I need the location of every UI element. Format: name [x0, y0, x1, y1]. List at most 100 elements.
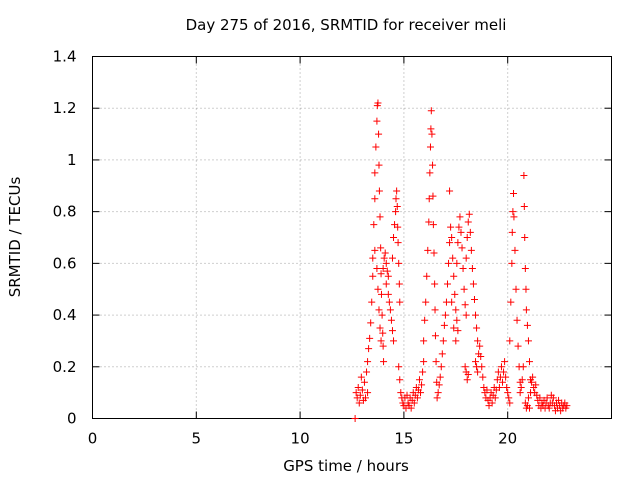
data-point: [460, 285, 468, 293]
data-point: [428, 130, 436, 138]
data-point: [364, 389, 372, 397]
data-point: [518, 376, 526, 384]
data-point: [393, 187, 401, 195]
data-point: [395, 363, 403, 371]
data-point: [449, 254, 457, 262]
data-point: [427, 125, 435, 133]
data-point: [386, 306, 394, 314]
data-point: [388, 327, 396, 335]
data-point: [427, 107, 435, 115]
data-point: [522, 306, 530, 314]
data-point: [512, 285, 520, 293]
data-point: [483, 386, 491, 394]
y-tick-label: 1.4: [53, 48, 77, 66]
data-point: [450, 324, 458, 332]
data-point: [379, 342, 387, 350]
data-point: [454, 239, 462, 247]
data-point: [431, 306, 439, 314]
data-point: [429, 161, 437, 169]
data-point: [448, 298, 456, 306]
data-point: [452, 306, 460, 314]
data-point: [477, 352, 485, 360]
y-tick-label: 0.6: [53, 254, 77, 272]
data-point: [421, 316, 429, 324]
data-point: [418, 381, 426, 389]
data-point: [462, 254, 470, 262]
data-point: [417, 389, 425, 397]
data-point: [448, 234, 456, 241]
x-tick-label: 20: [498, 430, 517, 448]
data-point: [371, 246, 379, 254]
data-point: [491, 394, 499, 402]
data-point: [528, 378, 536, 386]
data-point: [397, 389, 405, 397]
data-point: [382, 280, 390, 288]
data-point: [443, 280, 451, 288]
data-point: [472, 311, 480, 319]
data-point: [380, 254, 388, 262]
data-point: [381, 249, 389, 257]
data-point: [463, 234, 471, 241]
data-point: [371, 169, 379, 177]
data-point: [478, 363, 486, 371]
data-point: [446, 187, 454, 195]
data-point: [499, 378, 507, 386]
data-point: [509, 208, 517, 216]
data-point: [410, 399, 418, 407]
data-point: [373, 265, 381, 273]
data-point: [429, 192, 437, 200]
data-point: [376, 213, 384, 221]
data-point: [392, 208, 400, 216]
data-point: [395, 280, 403, 288]
data-point: [390, 234, 398, 241]
data-point: [519, 363, 527, 371]
data-point: [379, 329, 387, 337]
grid: [92, 56, 612, 419]
data-point: [458, 244, 466, 252]
data-point: [432, 358, 440, 366]
data-point: [524, 337, 532, 345]
y-tick-label: 0: [67, 410, 77, 428]
data-point: [377, 337, 385, 345]
data-point: [392, 195, 400, 203]
data-point: [364, 358, 372, 366]
data-point: [435, 381, 443, 389]
data-point: [388, 254, 396, 262]
data-point: [425, 195, 433, 203]
data-point: [415, 376, 423, 384]
data-point: [451, 290, 459, 298]
data-point: [354, 383, 362, 391]
data-point: [373, 117, 381, 125]
data-point: [420, 337, 428, 345]
data-point: [374, 99, 382, 107]
data-point: [452, 337, 460, 345]
data-point: [521, 234, 529, 241]
data-point: [464, 371, 472, 379]
data-point: [468, 265, 476, 273]
data-point: [511, 246, 519, 254]
x-tick-label: 0: [88, 430, 98, 448]
data-point: [463, 376, 471, 384]
data-point: [371, 195, 379, 203]
data-point: [545, 404, 553, 412]
y-tick-label: 1.2: [53, 99, 77, 117]
data-point: [374, 285, 382, 293]
data-point: [368, 298, 376, 306]
data-point: [375, 187, 383, 195]
data-point: [456, 213, 464, 221]
data-point: [378, 311, 386, 319]
tick-labels: 0 5 10 15 20 0 0.2 0.4 0.6 0.8 1 1.2 1.4: [53, 48, 518, 448]
data-point: [438, 350, 446, 358]
data-point: [377, 244, 385, 252]
data-point: [525, 358, 533, 366]
data-point: [454, 327, 462, 335]
data-point: [396, 298, 404, 306]
data-point: [369, 272, 377, 280]
data-point: [394, 239, 402, 247]
data-point: [377, 270, 385, 278]
data-point: [447, 223, 455, 231]
data-point: [521, 265, 529, 273]
data-point: [445, 259, 453, 267]
data-point: [413, 394, 421, 402]
